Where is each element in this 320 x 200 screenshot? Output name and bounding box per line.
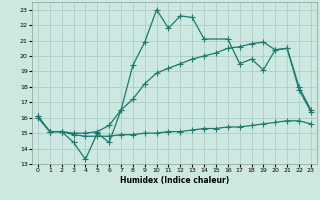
X-axis label: Humidex (Indice chaleur): Humidex (Indice chaleur) <box>120 176 229 185</box>
